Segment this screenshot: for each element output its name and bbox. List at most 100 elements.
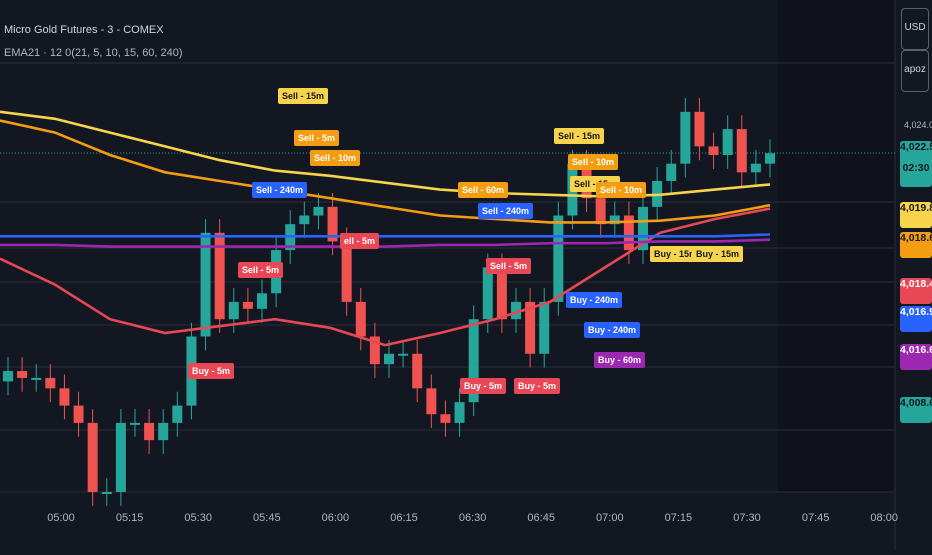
signal-label[interactable]: Sell - 5m [238, 262, 284, 278]
price-tag: 4,018.4 [900, 278, 932, 304]
signal-label[interactable]: Sell - 10m [568, 154, 619, 170]
candle-body [595, 198, 606, 225]
candle-body [369, 336, 380, 365]
time-axis-label: 05:45 [253, 512, 281, 524]
candle-body [680, 111, 691, 164]
candle-body [722, 129, 733, 156]
candle-body [426, 388, 437, 415]
candle-body [440, 414, 451, 423]
candle-body [511, 301, 521, 320]
indicator-legend: EMA21 · 12 0(21, 5, 10, 15, 60, 240) [4, 47, 183, 59]
candle-body [496, 267, 507, 320]
candle-body [172, 405, 183, 423]
signal-label[interactable]: Sell - 10m [310, 150, 361, 166]
candle-body [17, 371, 28, 378]
ema-line [0, 233, 771, 238]
signal-label[interactable]: Buy - 60m [594, 352, 646, 368]
candle-body [3, 371, 13, 382]
candle-body [45, 377, 56, 389]
price-tag-value: 4,018.6 [900, 232, 932, 244]
candle-body [638, 206, 648, 251]
ema-line [0, 238, 771, 248]
candle-body [553, 215, 564, 302]
candle-body [341, 241, 352, 302]
scale-box[interactable]: apoz [901, 50, 929, 92]
price-tag: 4,016.6 [900, 344, 932, 370]
price-tag-value: 4,022.5 [900, 141, 932, 153]
signal-label[interactable]: Buy - 240m [584, 322, 641, 338]
price-tag-value: 4,019.8 [900, 202, 932, 214]
price-tag: 4,008.6 [900, 397, 932, 423]
time-axis-label: 06:30 [458, 512, 487, 524]
candle-body [87, 422, 98, 492]
time-axis-label: 05:00 [47, 512, 75, 524]
signal-label[interactable]: Sell - 15m [554, 128, 605, 144]
price-tag: 4,022.5 02:30 [900, 141, 932, 187]
candle-body [694, 111, 705, 147]
signal-label[interactable]: Buy - 5m [460, 378, 507, 394]
time-axis-label: 06:00 [321, 512, 350, 524]
top-price-label: 4,024.0 [904, 120, 932, 130]
time-axis-label: 05:30 [184, 512, 212, 524]
candle-body [73, 405, 84, 423]
signal-label[interactable]: Sell - 240m [478, 203, 534, 219]
time-axis-label: 06:45 [527, 512, 555, 524]
candle-body [750, 163, 761, 173]
candle-body [539, 301, 550, 354]
signal-label[interactable]: Sell - 15m [278, 88, 329, 104]
candle-body [398, 353, 409, 356]
candle-body [736, 129, 747, 173]
candle-body [454, 402, 465, 423]
candle-body [525, 301, 536, 354]
candle-body [708, 146, 719, 156]
signal-label[interactable]: Buy - 15m [692, 246, 744, 262]
signal-label[interactable]: Sell - 240m [252, 182, 308, 198]
candle-body [228, 301, 239, 320]
signal-label[interactable]: Buy - 240m [566, 292, 623, 308]
future-area [778, 0, 895, 492]
ema-line [0, 207, 771, 347]
signal-label[interactable]: ell - 5m [340, 233, 380, 249]
candle-body [158, 422, 169, 441]
time-axis-label: 07:30 [733, 512, 761, 524]
candle-body [101, 492, 112, 494]
symbol-title: Micro Gold Futures - 3 - COMEX [4, 24, 164, 36]
currency-box[interactable]: USD [901, 8, 929, 50]
candle-body [384, 353, 394, 365]
price-tag-value: 4,016.6 [900, 344, 932, 356]
price-tag-value: 4,008.6 [900, 397, 932, 409]
time-axis-label: 07:00 [596, 512, 624, 524]
signal-label[interactable]: Buy - 15m [650, 246, 702, 262]
candle-body [130, 422, 140, 425]
currency-label: USD [904, 22, 926, 33]
candle-body [482, 267, 493, 320]
signal-label[interactable]: Buy - 5m [188, 363, 235, 379]
candle-body [327, 206, 338, 242]
candle-body [765, 153, 775, 164]
price-tag-value: 4,018.4 [900, 278, 932, 290]
candle-body [214, 232, 225, 320]
candle-body [666, 163, 677, 181]
candle-body [144, 422, 155, 441]
price-tag: 4,019.8 [900, 202, 932, 228]
signal-label[interactable]: Sell - 5m [486, 258, 532, 274]
price-tag: 4,018.6 [900, 232, 932, 258]
candle-body [355, 301, 366, 337]
ema-line [0, 119, 771, 224]
candle-body [31, 377, 42, 380]
candle-body [299, 215, 310, 225]
candle-body [623, 215, 634, 251]
signal-label[interactable]: Sell - 10m [596, 182, 647, 198]
time-axis-label: 08:00 [870, 512, 898, 524]
candle-body [115, 422, 126, 492]
countdown-timer: 02:30 [902, 162, 930, 174]
signal-label[interactable]: Sell - 60m [458, 182, 509, 198]
signal-label[interactable]: Buy - 5m [514, 378, 561, 394]
signal-label[interactable]: Sell - 5m [294, 130, 340, 146]
scale-label: apoz [904, 64, 926, 75]
time-axis-label: 06:15 [390, 512, 418, 524]
candle-body [609, 215, 620, 225]
candle-body [257, 293, 267, 309]
